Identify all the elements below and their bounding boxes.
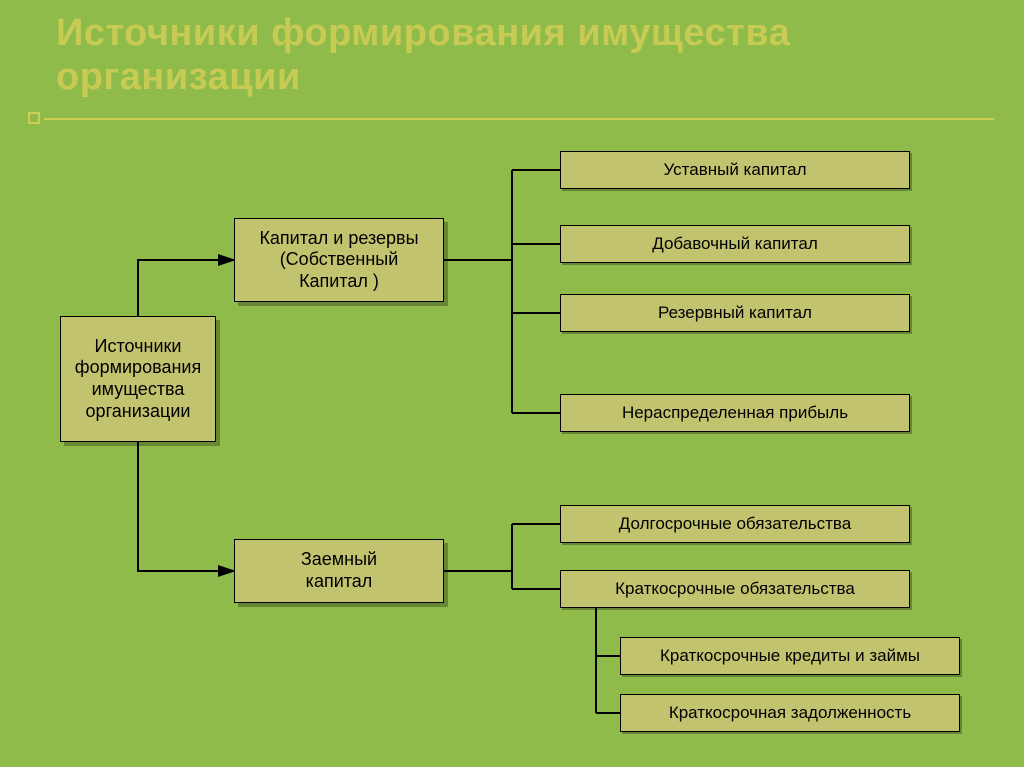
node-d2a: Краткосрочные кредиты и займы bbox=[620, 637, 960, 675]
node-d2: Краткосрочные обязательства bbox=[560, 570, 910, 608]
node-d2b: Краткосрочная задолженность bbox=[620, 694, 960, 732]
node-d1: Долгосрочные обязательства bbox=[560, 505, 910, 543]
node-root: Источникиформированияимуществаорганизаци… bbox=[60, 316, 216, 442]
node-c3: Резервный капитал bbox=[560, 294, 910, 332]
node-c2: Добавочный капитал bbox=[560, 225, 910, 263]
slide-title: Источники формирования имущества организ… bbox=[56, 12, 1024, 99]
title-bullet bbox=[28, 112, 40, 124]
node-c1: Уставный капитал bbox=[560, 151, 910, 189]
node-debt: Заемныйкапитал bbox=[234, 539, 444, 603]
slide: Источники формирования имущества организ… bbox=[0, 0, 1024, 767]
node-equity: Капитал и резервы(СобственныйКапитал ) bbox=[234, 218, 444, 302]
node-c4: Нераспределенная прибыль bbox=[560, 394, 910, 432]
title-underline bbox=[44, 118, 994, 120]
